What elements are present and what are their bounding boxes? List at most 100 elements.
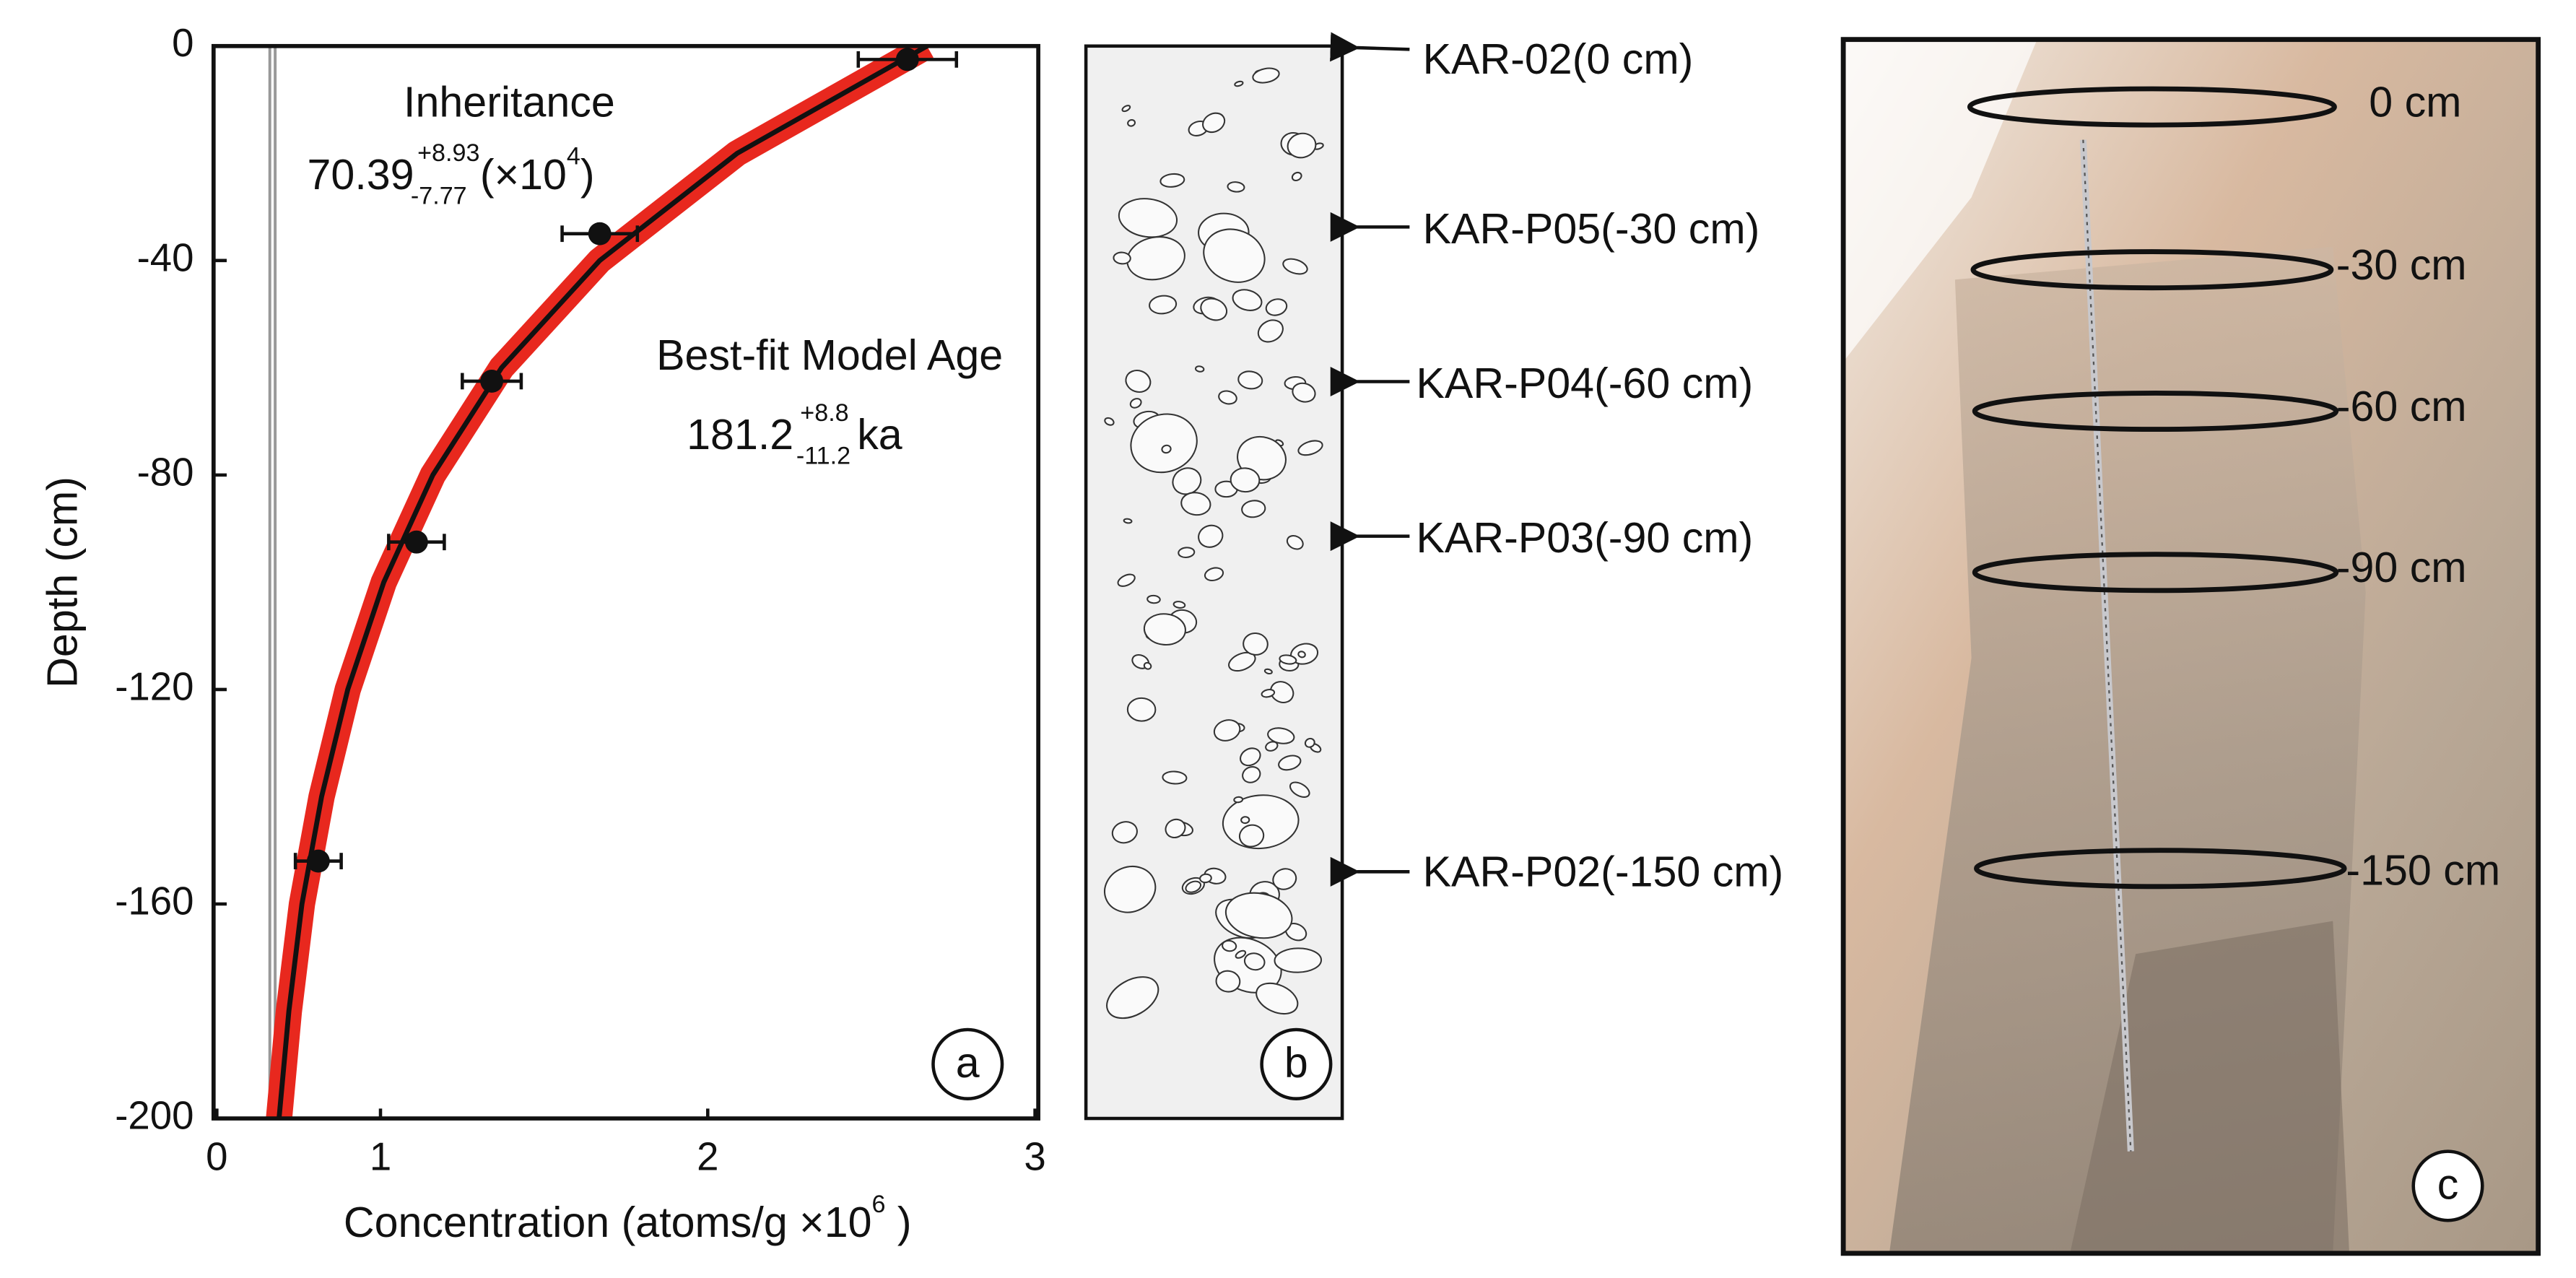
pebble [1238, 824, 1265, 848]
panel-b: b KAR-02(0 cm) KAR-P05(-30 cm) KAR-P04(-… [1084, 32, 1784, 1121]
sample-label: KAR-P03(-90 cm) [1416, 513, 1753, 562]
panel-c: 0 cm -30 cm -60 cm -90 cm -150 cm c [1840, 37, 2541, 1256]
pebble [1261, 689, 1276, 698]
pebble [1143, 613, 1186, 645]
pebble [1199, 873, 1212, 884]
panel-label: a [956, 1038, 980, 1087]
pebble [1227, 181, 1245, 193]
pebble [1202, 112, 1226, 134]
minus: -11.2 [796, 442, 850, 469]
sky-glare [1843, 39, 2037, 362]
depth-label: 0 cm [2369, 77, 2461, 126]
panel-a: Depth (cm) Concentration (atoms/g ×106 )… [38, 21, 1046, 1246]
pebble [1240, 816, 1250, 825]
value: 70.39 [308, 150, 414, 199]
y-tick-label: -80 [137, 450, 194, 494]
pebble [1243, 952, 1266, 971]
pebble [1240, 747, 1261, 767]
pebble [1198, 524, 1224, 548]
plus: +8.93 [417, 139, 479, 167]
pebble [1215, 970, 1241, 993]
pebble [1162, 770, 1188, 785]
pebble [1125, 370, 1152, 393]
pebble [1287, 132, 1317, 159]
pebble [1113, 251, 1131, 265]
pebble [1286, 534, 1304, 550]
pebble [1270, 681, 1294, 703]
pebble [1161, 444, 1172, 454]
value: 181.2 [687, 410, 793, 458]
arrow [1330, 32, 1410, 62]
inheritance-value: 70.39 +8.93 -7.77 (×104) [308, 139, 595, 209]
pebble [1274, 947, 1323, 973]
pebble [1272, 868, 1297, 890]
plot-frame [211, 43, 1040, 1121]
pebble [1282, 258, 1308, 275]
pebble [1232, 289, 1263, 311]
data-point [404, 530, 428, 554]
x-axis-label-end: ) [885, 1198, 911, 1246]
pebble [1267, 727, 1295, 744]
sample-label: KAR-02(0 cm) [1423, 35, 1694, 83]
depth-label: -30 cm [2336, 240, 2467, 289]
pebble [1203, 228, 1266, 283]
pebble [1224, 892, 1293, 939]
pebble [1126, 697, 1157, 722]
pebble [1252, 67, 1280, 84]
pebble [1297, 651, 1306, 658]
age-value: 181.2 +8.8 -11.2 ka [687, 399, 902, 469]
x-axis-label: Concentration (atoms/g ×106 ) [344, 1191, 912, 1246]
unit-close: ) [580, 150, 595, 199]
pebble [1200, 297, 1228, 321]
pebble [1256, 982, 1299, 1015]
model-band [266, 45, 934, 1119]
pebble [1123, 518, 1133, 524]
pebble [1204, 567, 1224, 581]
x-tick-label: 3 [1024, 1134, 1045, 1178]
pebble [1265, 741, 1279, 752]
x-tick-label: 2 [697, 1134, 718, 1178]
pebble [1149, 295, 1178, 315]
minus: -7.77 [411, 182, 467, 209]
pebble [1289, 781, 1310, 798]
pebble [1104, 865, 1157, 913]
pebble [1242, 766, 1261, 783]
data-point [480, 369, 504, 393]
pebble [1304, 737, 1315, 748]
pebble [1118, 198, 1178, 238]
tape-measure [2079, 139, 2134, 1152]
sample-label: KAR-P04(-60 cm) [1416, 359, 1753, 407]
pebble [1278, 755, 1302, 771]
depth-ring [1972, 552, 2339, 594]
pebble [1194, 365, 1205, 373]
pebble [1228, 651, 1256, 672]
pebble [1234, 80, 1244, 87]
pebble [1111, 821, 1138, 844]
panel-label: c [2437, 1160, 2459, 1208]
sample-label: KAR-P02(-150 cm) [1423, 848, 1784, 896]
pebble [1233, 796, 1244, 804]
pebble [1291, 171, 1302, 182]
pebble [1165, 818, 1186, 838]
y-tick-label: -200 [115, 1093, 193, 1137]
panel-label-circle [1260, 1027, 1333, 1100]
panel-label: b [1284, 1038, 1308, 1087]
pebble [1130, 413, 1198, 474]
y-tick-label: 0 [172, 21, 193, 65]
pebble [1172, 601, 1186, 609]
pebbles [1104, 67, 1324, 1020]
pebble [1218, 390, 1237, 405]
depth-ring [1967, 86, 2337, 128]
pebble [1106, 976, 1159, 1020]
unit-exp: 4 [567, 143, 580, 170]
data-point [895, 48, 919, 71]
pebble [1279, 654, 1297, 665]
pebble [1292, 382, 1316, 403]
pebble [1159, 173, 1185, 188]
sample-label: KAR-P05(-30 cm) [1423, 204, 1760, 253]
pebble [1143, 661, 1152, 670]
pebble [1121, 105, 1131, 113]
pebble [1127, 119, 1136, 127]
